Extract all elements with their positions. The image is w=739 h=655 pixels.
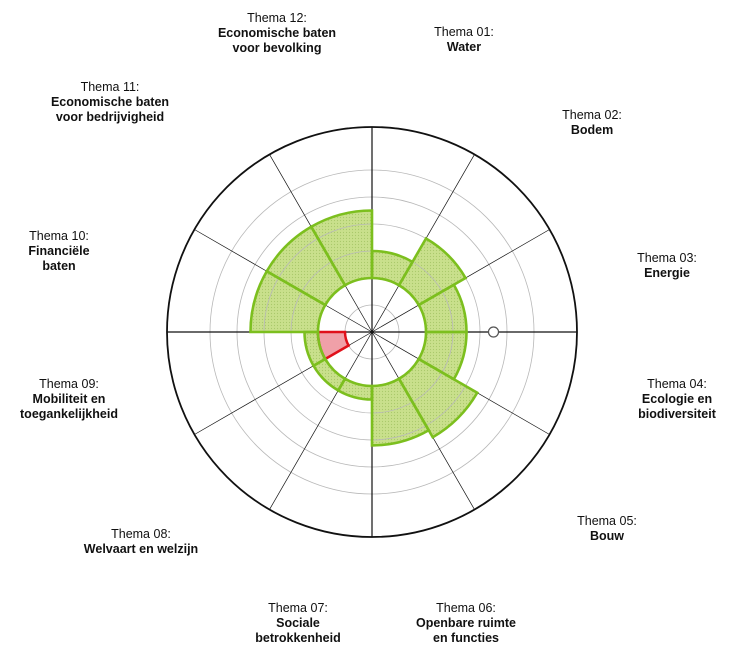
- axis-label-08: Thema 08: Welvaart en welzijn: [84, 527, 198, 556]
- axis-name-02-0: Bodem: [571, 123, 613, 137]
- axis-name-08-0: Welvaart en welzijn: [84, 542, 198, 556]
- axis-label-06: Thema 06: Openbare ruimte en functies: [416, 601, 516, 645]
- axis-theme-05: Thema 05:: [577, 514, 637, 528]
- axis-name-05-0: Bouw: [590, 529, 624, 543]
- axis-name-09-0: Mobiliteit en: [33, 392, 106, 406]
- green-outline-06: [370, 376, 431, 447]
- axis-theme-06: Thema 06:: [436, 601, 496, 615]
- axis-name-12-1: voor bevolking: [233, 41, 322, 55]
- green-segment-02: [399, 238, 466, 305]
- axis-name-06-0: Openbare ruimte: [416, 616, 516, 630]
- axis-name-09-1: toegankelijkheid: [20, 407, 118, 421]
- green-segment-03: [418, 284, 467, 332]
- axis-name-07-1: betrokkenheid: [255, 631, 340, 645]
- axis-name-04-1: biodiversiteit: [638, 407, 717, 421]
- axis-theme-12: Thema 12:: [247, 11, 307, 25]
- axis-theme-08: Thema 08:: [111, 527, 171, 541]
- green-segment-06: [372, 378, 429, 446]
- axis-label-02: Thema 02: Bodem: [562, 108, 622, 137]
- green-outline-05: [397, 357, 479, 439]
- axis-marker: [487, 326, 500, 338]
- axis-name-04-0: Ecologie en: [642, 392, 712, 406]
- axis-name-11-1: voor bedrijvigheid: [56, 110, 164, 124]
- axis-label-09: Thema 09: Mobiliteit en toegankelijkheid: [20, 377, 118, 421]
- axis-theme-01: Thema 01:: [434, 25, 494, 39]
- axis-name-10-1: baten: [42, 259, 75, 273]
- axis-label-12: Thema 12: Economische baten voor bevolking: [218, 11, 336, 55]
- axis-label-03: Thema 03: Energie: [637, 251, 697, 280]
- axis-theme-03: Thema 03:: [637, 251, 697, 265]
- axis-name-06-1: en functies: [433, 631, 499, 645]
- green-segment-12: [311, 210, 372, 286]
- green-segment-10: [250, 271, 326, 332]
- axis-name-10-0: Financiële: [28, 244, 89, 258]
- axis-label-05: Thema 05: Bouw: [577, 514, 637, 543]
- axis-theme-11: Thema 11:: [81, 80, 140, 94]
- axis-theme-09: Thema 09:: [39, 377, 99, 391]
- axis-name-12-0: Economische baten: [218, 26, 336, 40]
- axis-theme-02: Thema 02:: [562, 108, 622, 122]
- axis-label-07: Thema 07: Sociale betrokkenheid: [255, 601, 340, 645]
- spoke-7: [269, 331, 373, 510]
- axis-theme-04: Thema 04:: [647, 377, 707, 391]
- green-outline-12: [309, 209, 374, 288]
- axis-theme-10: Thema 10:: [29, 229, 89, 243]
- axis-label-11: Thema 11: Economische baten voor bedrijvig…: [51, 80, 169, 124]
- axis-name-07-0: Sociale: [276, 616, 320, 630]
- green-segment-04: [418, 332, 467, 380]
- axis-label-10: Thema 10: Financiële baten: [28, 229, 89, 273]
- axis-label-01: Thema 01: Water: [434, 25, 494, 54]
- axis-label-04: Thema 04: Ecologie en biodiversiteit: [638, 377, 717, 421]
- axis-name-01-0: Water: [447, 40, 481, 54]
- green-segment-08: [313, 359, 345, 391]
- axis-name-03-0: Energie: [644, 266, 690, 280]
- green-segment-01: [372, 251, 413, 286]
- axis-theme-07: Thema 07:: [268, 601, 328, 615]
- green-outline-02: [397, 236, 468, 307]
- axis-name-11-0: Economische baten: [51, 95, 169, 109]
